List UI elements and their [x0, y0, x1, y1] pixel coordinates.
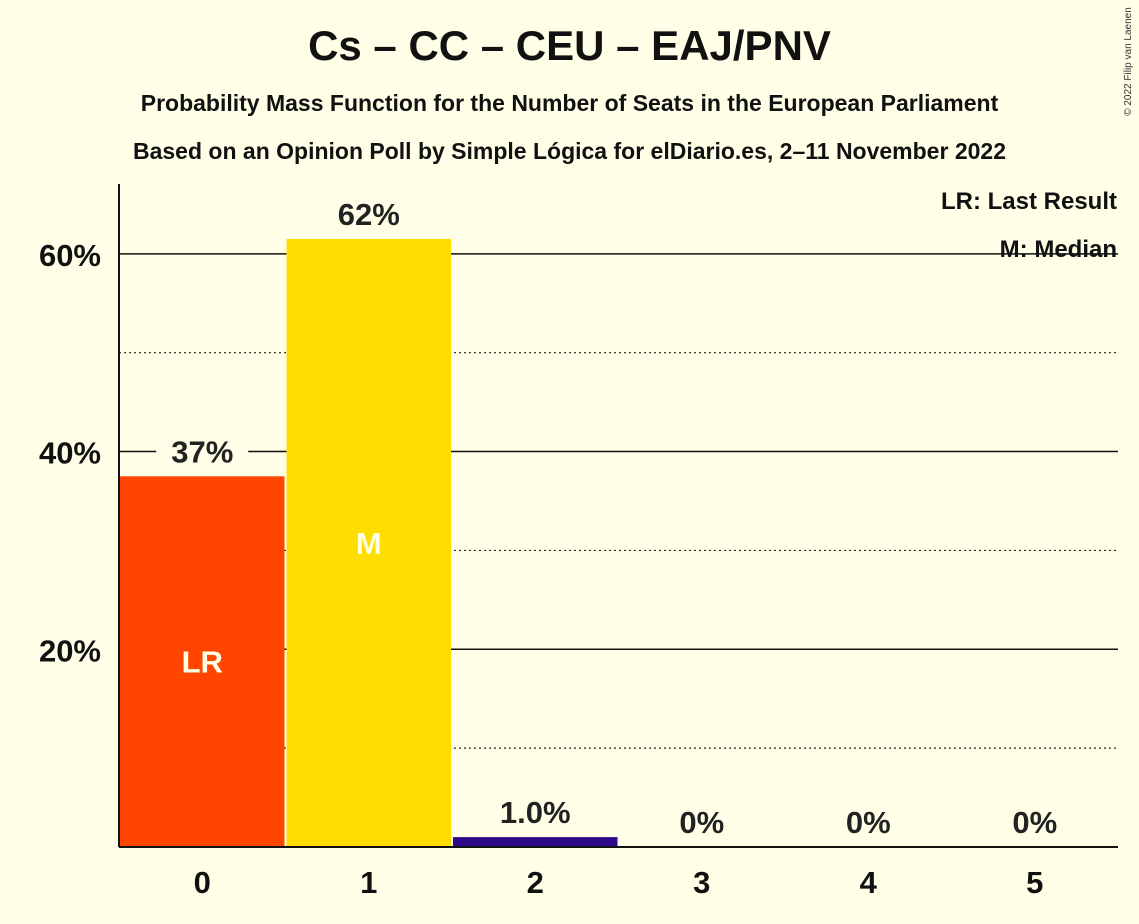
chart-source: Based on an Opinion Poll by Simple Lógic… [132, 138, 1006, 164]
axes: 20% 40% 60% [39, 184, 1118, 848]
data-label-2: 1.0% [500, 795, 571, 830]
data-labels: 37% LR 0 62% M 1 1.0% 2 0% 3 0% 4 0% 5 [156, 197, 1081, 900]
data-label-0: 37% [171, 434, 233, 469]
y-tick-label-40: 40% [39, 436, 101, 471]
data-label-background [156, 434, 249, 471]
bar-inner-label-m: M [356, 526, 382, 561]
bar-1 [286, 239, 451, 847]
bar-0 [120, 476, 285, 847]
chart-title: Cs – CC – CEU – EAJ/PNV [308, 22, 831, 69]
data-label-background [322, 197, 415, 233]
x-tick-label-0: 0 [194, 865, 211, 900]
data-label-background [988, 805, 1081, 841]
legend: LR: Last Result M: Median [941, 188, 1117, 263]
gridlines [119, 253, 1118, 749]
data-label-5: 0% [1012, 805, 1057, 840]
x-tick-label-1: 1 [360, 865, 377, 900]
data-label-3: 0% [679, 805, 724, 840]
x-tick-label-2: 2 [527, 865, 544, 900]
x-tick-label-4: 4 [860, 865, 878, 900]
chart-subtitle: Probability Mass Function for the Number… [140, 90, 999, 116]
bars [120, 239, 618, 847]
x-tick-label-3: 3 [693, 865, 710, 900]
data-label-4: 0% [846, 805, 891, 840]
bar-inner-label-lr: LR [182, 645, 223, 680]
bar-2 [453, 837, 618, 847]
y-tick-label-60: 60% [39, 238, 101, 273]
data-label-background [489, 795, 582, 832]
data-label-background [822, 805, 915, 841]
data-label-1: 62% [338, 197, 400, 232]
x-tick-label-5: 5 [1026, 865, 1043, 900]
y-tick-label-20: 20% [39, 633, 101, 668]
data-label-background [655, 805, 748, 841]
legend-entry-median: M: Median [1000, 236, 1117, 263]
legend-entry-last-result: LR: Last Result [941, 188, 1117, 215]
